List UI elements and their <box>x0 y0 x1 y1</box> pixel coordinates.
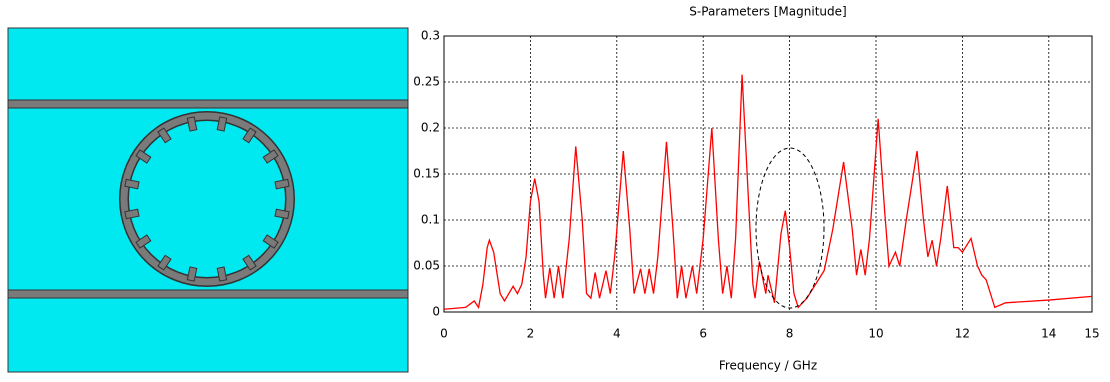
stub <box>216 116 228 132</box>
waveguide-bottom <box>7 289 409 299</box>
stub <box>186 266 198 282</box>
x-axis-label: Frequency / GHz <box>719 359 817 373</box>
y-tick-label: 0.15 <box>413 167 440 181</box>
highlight-ellipse <box>755 147 825 309</box>
ring <box>120 112 294 286</box>
substrate <box>7 27 409 373</box>
stub <box>262 149 279 164</box>
x-tick-label: 14 <box>1041 327 1056 341</box>
x-tick-label: 8 <box>786 327 794 341</box>
y-tick-label: 0 <box>432 305 440 319</box>
stub <box>157 127 172 144</box>
y-tick-label: 0.1 <box>421 213 440 227</box>
x-tick-label: 6 <box>699 327 707 341</box>
stub <box>135 234 152 249</box>
stub <box>216 266 228 282</box>
y-tick-label: 0.25 <box>413 75 440 89</box>
stub <box>274 208 290 220</box>
stub <box>262 234 279 249</box>
stub <box>157 254 172 271</box>
stub <box>242 254 257 271</box>
x-tick-label: 4 <box>613 327 621 341</box>
data-line <box>443 74 1093 310</box>
resonator-diagram <box>7 27 409 373</box>
chart-title: S-Parameters [Magnitude] <box>689 5 846 19</box>
ring-stubs <box>124 116 290 282</box>
waveguide-top <box>7 99 409 109</box>
chart: S-Parameters [Magnitude] Frequency / GHz… <box>413 5 1099 373</box>
x-tick-label: 10 <box>868 327 883 341</box>
y-tick-label: 0.2 <box>421 121 440 135</box>
y-tick-label: 0.05 <box>413 259 440 273</box>
stub <box>274 178 290 190</box>
stub <box>135 149 152 164</box>
stub <box>124 178 140 190</box>
x-tick-label: 2 <box>527 327 535 341</box>
x-tick-label: 15 <box>1084 327 1099 341</box>
stub <box>186 116 198 132</box>
stub <box>242 127 257 144</box>
x-tick-label: 0 <box>440 327 448 341</box>
stub <box>124 208 140 220</box>
x-tick-label: 12 <box>955 327 970 341</box>
y-tick-label: 0.3 <box>421 29 440 43</box>
